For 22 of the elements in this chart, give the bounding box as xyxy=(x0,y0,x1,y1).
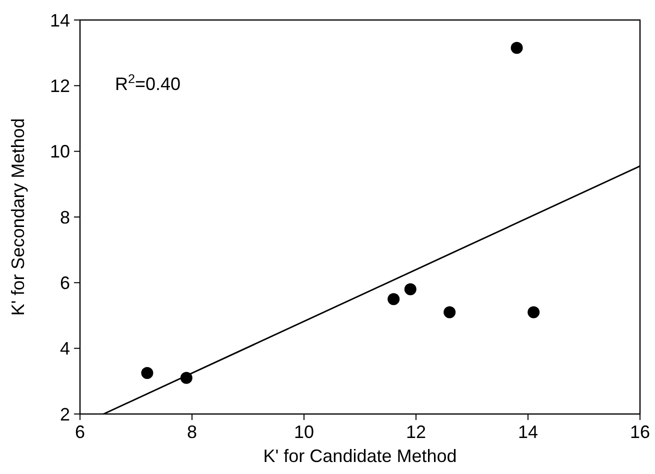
y-tick-label: 4 xyxy=(60,338,70,359)
x-tick-label: 16 xyxy=(630,422,650,442)
point xyxy=(510,42,523,54)
y-tick-label: 6 xyxy=(60,272,70,293)
point xyxy=(141,366,154,379)
y-tick-label: 14 xyxy=(50,10,70,30)
x-tick-label: 10 xyxy=(294,422,314,442)
x-tick-label: 14 xyxy=(518,422,538,442)
annotation: R$^{2}$=0.40 xyxy=(115,72,181,94)
y-tick-label: 2 xyxy=(60,404,70,424)
y-tick-label: 12 xyxy=(50,76,70,96)
x-axis-title: K' for Candidate Method xyxy=(263,446,457,466)
x-tick-label: 12 xyxy=(406,422,426,442)
x-tick-label: 6 xyxy=(74,422,86,442)
point xyxy=(444,306,456,318)
y-tick-label: 8 xyxy=(60,207,70,228)
y-axis-title: K' for Secondary Method xyxy=(8,118,28,316)
point xyxy=(528,306,540,318)
point xyxy=(404,283,416,296)
x-tick-label: 8 xyxy=(186,422,198,442)
y-tick-label: 10 xyxy=(50,142,70,162)
point xyxy=(388,293,400,306)
